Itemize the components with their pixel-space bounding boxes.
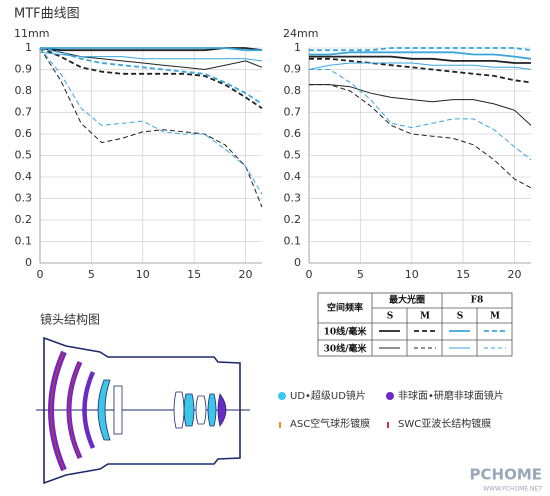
mtf-line bbox=[309, 51, 532, 60]
y-tick-label: 0.1 bbox=[15, 235, 33, 248]
x-tick-label: 10 bbox=[405, 268, 419, 281]
y-tick-label: 0.4 bbox=[15, 170, 33, 183]
legend-table bbox=[317, 292, 513, 357]
lens-element bbox=[113, 385, 123, 435]
x-tick-label: 0 bbox=[37, 268, 44, 281]
chart-subtitle: 24mm bbox=[283, 27, 318, 40]
y-tick-label: 0.5 bbox=[284, 149, 302, 162]
y-tick-label: 0.4 bbox=[284, 170, 302, 183]
legend-marker bbox=[386, 392, 394, 400]
mtf-line bbox=[39, 47, 263, 109]
chart-subtitle: 11mm bbox=[14, 27, 49, 40]
lens-diagram bbox=[36, 336, 250, 485]
table-row-label: 30线/毫米 bbox=[324, 343, 368, 355]
y-tick-label: 1 bbox=[294, 41, 301, 54]
y-tick-label: 0.7 bbox=[284, 106, 302, 119]
y-tick-label: 0.2 bbox=[15, 213, 33, 226]
y-tick-label: 0.7 bbox=[15, 106, 33, 119]
x-tick-label: 5 bbox=[88, 268, 95, 281]
lens-element bbox=[183, 393, 195, 427]
mtf-line bbox=[39, 47, 263, 105]
y-tick-label: 0 bbox=[25, 256, 32, 269]
lens-element bbox=[195, 395, 207, 425]
mtf-line bbox=[308, 62, 532, 70]
mtf-line bbox=[309, 47, 532, 52]
y-tick-label: 0.9 bbox=[284, 63, 302, 76]
y-tick-label: 0.3 bbox=[15, 192, 33, 205]
x-tick-label: 20 bbox=[239, 268, 253, 281]
lens-element bbox=[97, 379, 111, 441]
mtf-line bbox=[309, 84, 532, 189]
y-tick-label: 0.9 bbox=[15, 63, 33, 76]
watermark: PCHOME bbox=[470, 466, 542, 484]
table-border bbox=[317, 292, 513, 357]
lens-title: 镜头结构图 bbox=[40, 312, 100, 327]
lens-coating bbox=[50, 351, 65, 471]
table-header: F8 bbox=[471, 296, 484, 306]
x-tick-label: 5 bbox=[357, 268, 364, 281]
y-tick-label: 0.6 bbox=[15, 127, 33, 140]
page-title: MTF曲线图 bbox=[14, 7, 80, 22]
watermark: WWW.PCHOME.NET bbox=[483, 486, 542, 493]
y-tick-label: 0.3 bbox=[284, 192, 302, 205]
lens-element bbox=[207, 393, 217, 427]
table-header: 最大光圈 bbox=[389, 294, 425, 306]
legend-label: 非球面•研磨非球面镜片 bbox=[398, 389, 504, 402]
lens-element bbox=[173, 391, 185, 429]
x-tick-label: 0 bbox=[306, 268, 313, 281]
lens-coating bbox=[68, 361, 81, 459]
x-tick-label: 15 bbox=[456, 268, 470, 281]
y-tick-label: 1 bbox=[25, 41, 32, 54]
y-tick-label: 0 bbox=[294, 256, 301, 269]
y-tick-label: 0.5 bbox=[15, 149, 33, 162]
mtf-line bbox=[39, 47, 263, 208]
x-tick-label: 10 bbox=[136, 268, 150, 281]
lens-element bbox=[82, 371, 96, 449]
x-tick-label: 20 bbox=[508, 268, 522, 281]
mtf-line bbox=[39, 47, 263, 195]
lens-barrel bbox=[43, 336, 241, 485]
mtf-line bbox=[40, 47, 262, 52]
legend-marker bbox=[278, 392, 286, 400]
mtf-line bbox=[309, 84, 532, 126]
y-tick-label: 0.8 bbox=[15, 84, 33, 97]
y-tick-label: 0.8 bbox=[284, 84, 302, 97]
mtf-line bbox=[309, 57, 532, 84]
legend-label: UD•超级UD镜片 bbox=[290, 389, 366, 402]
y-tick-label: 0.2 bbox=[284, 213, 302, 226]
table-subheader: M bbox=[490, 312, 500, 322]
table-subheader: S bbox=[387, 312, 394, 322]
mtf-line bbox=[39, 51, 263, 62]
table-subheader: S bbox=[457, 312, 464, 322]
mtf-line bbox=[309, 69, 532, 161]
legend-label: ASC空气球形镀膜 bbox=[290, 417, 370, 430]
table-row-label: 10线/毫米 bbox=[324, 326, 368, 338]
x-tick-label: 15 bbox=[187, 268, 201, 281]
table-header: 空间频率 bbox=[327, 302, 363, 314]
y-tick-label: 0.6 bbox=[284, 127, 302, 140]
lens-element bbox=[217, 393, 227, 427]
legend-label: SWC亚波长结构镀膜 bbox=[398, 417, 491, 430]
y-tick-label: 0.1 bbox=[284, 235, 302, 248]
mtf-line bbox=[309, 55, 531, 64]
table-subheader: M bbox=[420, 312, 430, 322]
